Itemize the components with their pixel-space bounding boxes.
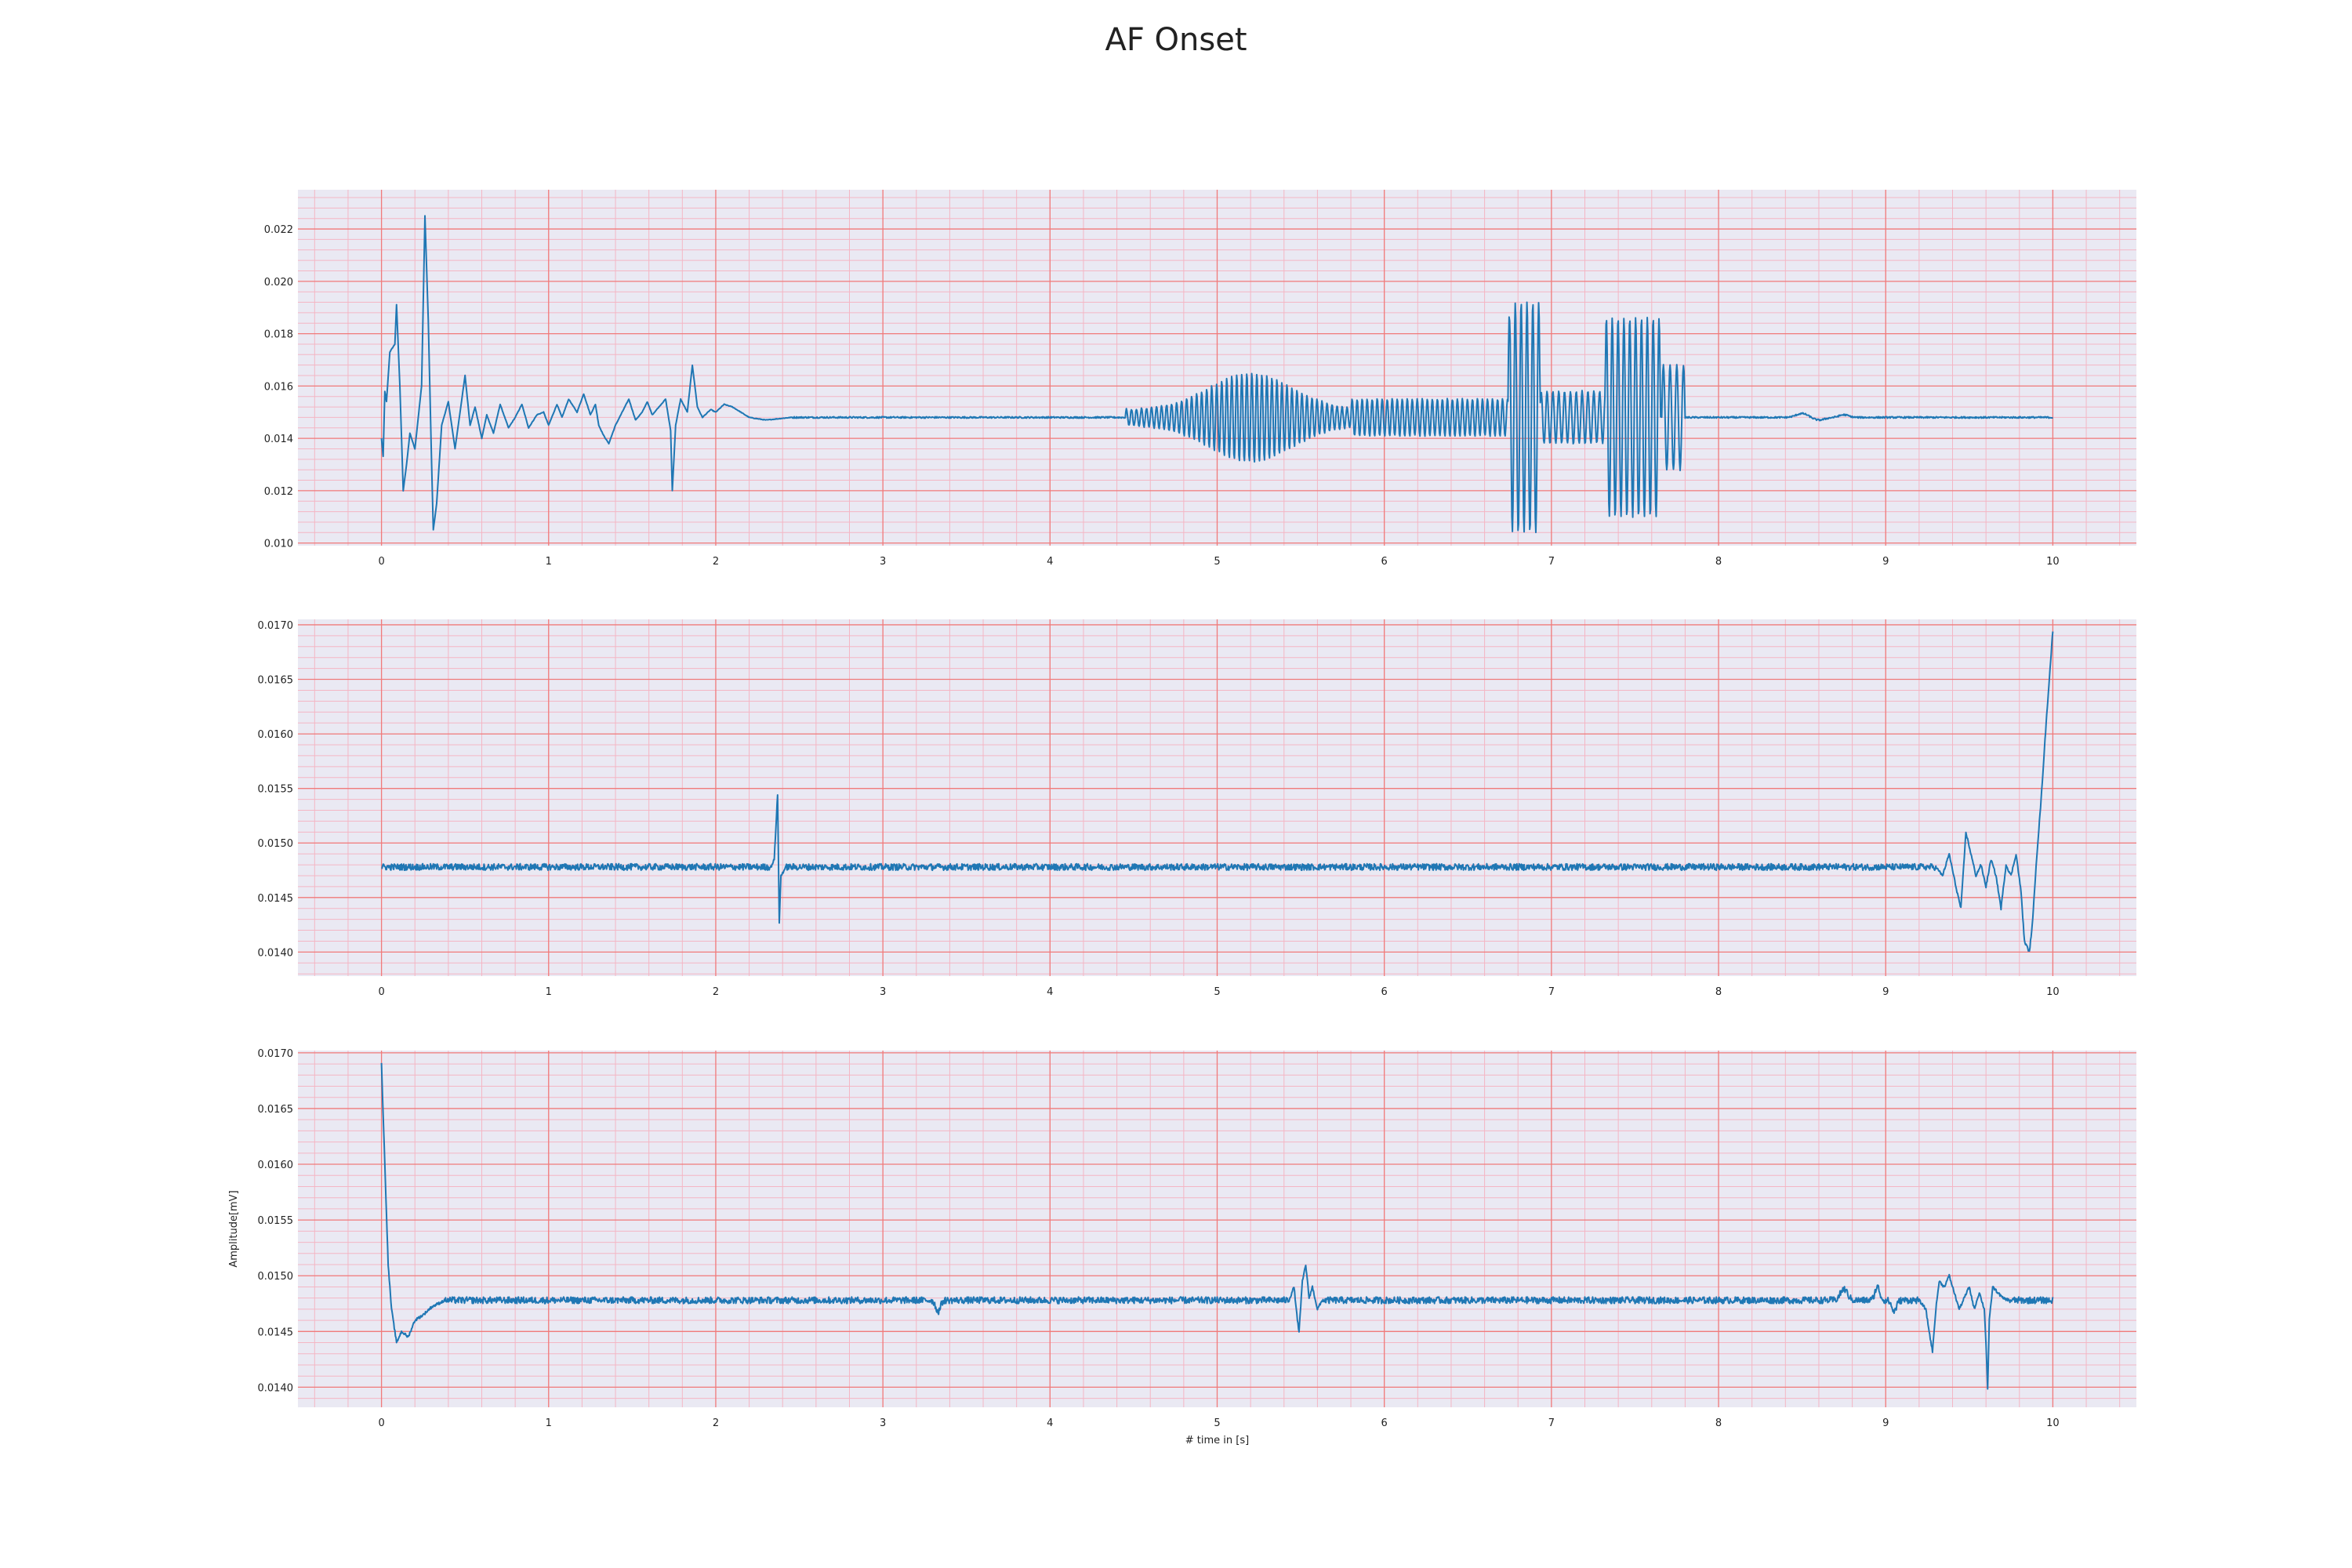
y-tick-label: 0.018 (264, 329, 293, 341)
x-axis-label: # time in [s] (1185, 1435, 1249, 1446)
y-tick-label: 0.0160 (258, 1160, 294, 1171)
x-tick-label: 3 (880, 986, 886, 998)
y-tick-label: 0.0150 (258, 838, 294, 850)
y-tick-label: 0.0165 (258, 1104, 294, 1116)
y-tick-label: 0.0145 (258, 893, 294, 905)
y-axis-label: Amplitude[mV] (228, 1190, 240, 1267)
x-tick-label: 9 (1882, 1417, 1889, 1429)
x-tick-label: 1 (546, 1417, 552, 1429)
y-tick-label: 0.016 (264, 381, 293, 393)
y-tick-label: 0.012 (264, 486, 293, 498)
y-tick-label: 0.0155 (258, 1215, 294, 1227)
y-tick-label: 0.014 (264, 434, 293, 445)
x-tick-label: 3 (880, 1417, 886, 1429)
x-tick-label: 7 (1548, 556, 1555, 568)
x-tick-label: 5 (1214, 1417, 1220, 1429)
x-tick-label: 9 (1882, 986, 1889, 998)
y-tick-label: 0.022 (264, 224, 293, 236)
x-tick-label: 5 (1214, 986, 1220, 998)
grid (298, 1051, 2136, 1407)
x-tick-label: 1 (546, 986, 552, 998)
x-tick-label: 4 (1047, 1417, 1053, 1429)
series-line (380, 1062, 2054, 1390)
x-tick-label: 4 (1047, 986, 1053, 998)
x-tick-label: 8 (1715, 986, 1722, 998)
x-tick-label: 4 (1047, 556, 1053, 568)
series-line (381, 631, 2054, 952)
x-tick-label: 10 (2046, 556, 2060, 568)
x-tick-label: 5 (1214, 556, 1220, 568)
grid (298, 619, 2136, 976)
y-tick-label: 0.0165 (258, 675, 294, 687)
x-tick-label: 2 (713, 556, 719, 568)
figure-title: AF Onset (1105, 22, 1247, 58)
x-tick-label: 0 (378, 1417, 384, 1429)
y-tick-label: 0.0155 (258, 784, 294, 796)
x-tick-label: 0 (378, 986, 384, 998)
x-tick-label: 0 (378, 556, 384, 568)
series-line (380, 215, 2054, 534)
y-tick-label: 0.0160 (258, 729, 294, 741)
x-tick-label: 6 (1381, 986, 1388, 998)
x-tick-label: 1 (546, 556, 552, 568)
y-tick-label: 0.0170 (258, 620, 294, 632)
y-tick-label: 0.0150 (258, 1271, 294, 1283)
x-tick-label: 9 (1882, 556, 1889, 568)
x-tick-label: 6 (1381, 1417, 1388, 1429)
x-tick-label: 8 (1715, 1417, 1722, 1429)
x-tick-label: 3 (880, 556, 886, 568)
x-tick-label: 10 (2046, 986, 2060, 998)
y-tick-label: 0.0140 (258, 947, 294, 959)
x-tick-label: 6 (1381, 556, 1388, 568)
x-tick-label: 10 (2046, 1417, 2060, 1429)
y-tick-label: 0.010 (264, 539, 293, 550)
chart-panel-3: 0 1 2 3 4 5 6 7 8 9 10 0.0140 0.0145 0.0150 0.0155 0.01… (228, 1048, 2136, 1446)
x-tick-label: 7 (1548, 986, 1555, 998)
x-tick-label: 7 (1548, 1417, 1555, 1429)
y-tick-label: 0.020 (264, 277, 293, 289)
y-tick-label: 0.0145 (258, 1327, 294, 1338)
x-tick-label: 2 (713, 986, 719, 998)
y-tick-label: 0.0140 (258, 1382, 294, 1394)
x-tick-label: 2 (713, 1417, 719, 1429)
chart-panel-2: 0 1 2 3 4 5 6 7 8 9 10 0.0140 0.0145 0.0150 0.0155 0.01… (258, 619, 2136, 998)
x-tick-label: 8 (1715, 556, 1722, 568)
chart-panel-1: 0 1 2 3 4 5 6 7 8 9 10 0.010 0.012 0.014 0.016 0.018 0.0… (264, 190, 2136, 568)
y-tick-label: 0.0170 (258, 1048, 294, 1060)
